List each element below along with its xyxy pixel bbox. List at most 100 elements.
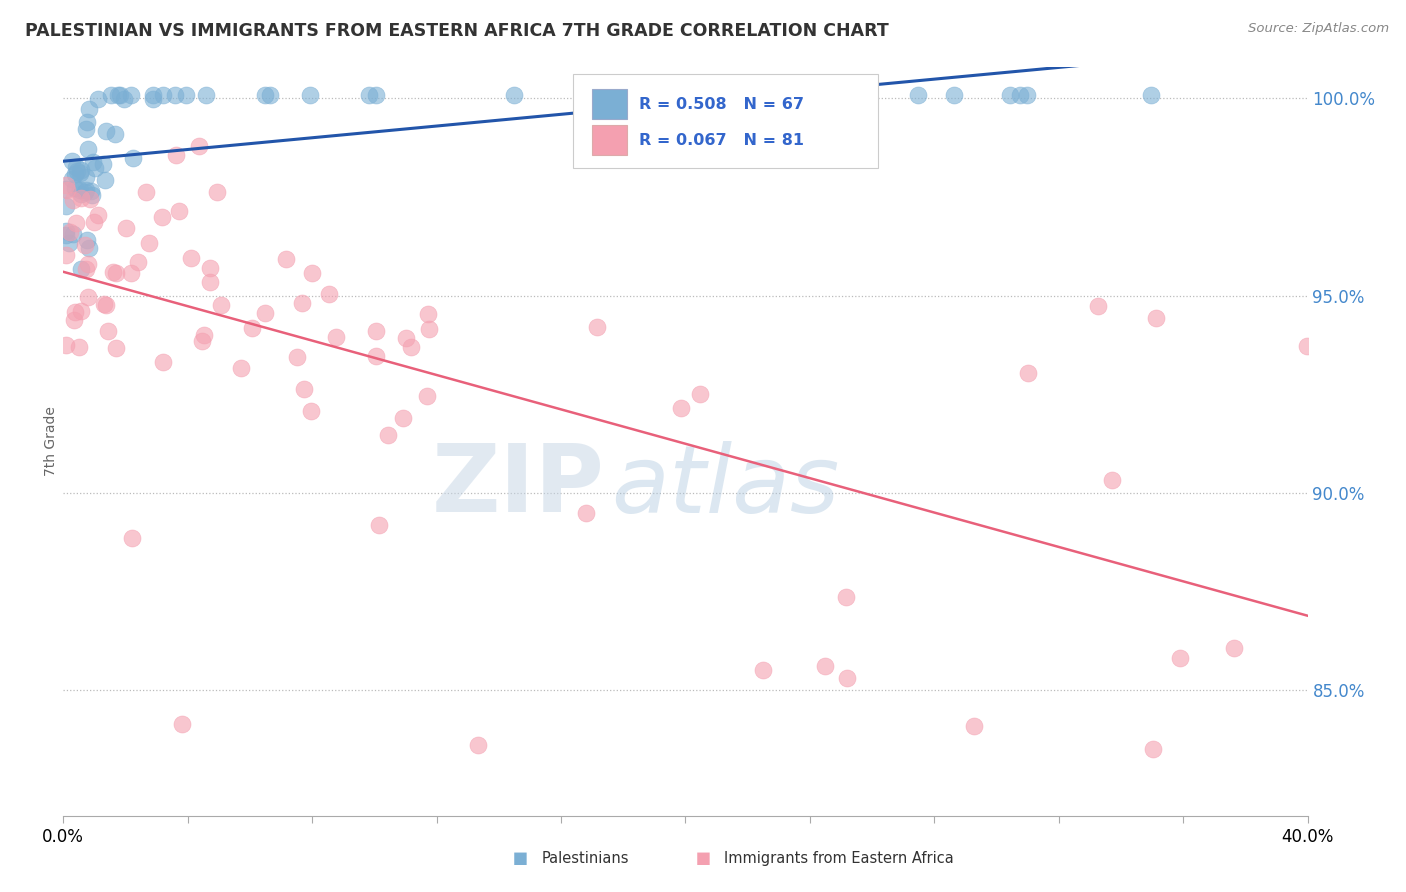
Point xyxy=(240,320,263,334)
Point xyxy=(77,241,100,255)
Point xyxy=(70,186,93,201)
FancyBboxPatch shape xyxy=(592,126,627,155)
Point xyxy=(619,87,641,102)
Point xyxy=(187,139,209,153)
Point xyxy=(285,351,308,365)
Point xyxy=(359,87,381,102)
Point xyxy=(1142,742,1164,756)
Point xyxy=(93,173,115,187)
Point xyxy=(254,305,277,319)
Point xyxy=(142,87,165,102)
Text: Source: ZipAtlas.com: Source: ZipAtlas.com xyxy=(1249,22,1389,36)
Point xyxy=(75,261,97,276)
Point xyxy=(1087,299,1109,313)
Point xyxy=(942,87,965,102)
Point xyxy=(83,215,105,229)
Point xyxy=(60,154,83,169)
Point xyxy=(82,154,104,169)
Point xyxy=(79,192,101,206)
Point xyxy=(467,739,489,753)
Point xyxy=(274,252,297,267)
Point xyxy=(86,92,108,106)
Point xyxy=(69,166,91,180)
Point xyxy=(77,103,100,117)
Text: Palestinians: Palestinians xyxy=(541,851,628,865)
Point xyxy=(65,160,87,174)
Point xyxy=(167,204,190,219)
Point xyxy=(364,349,387,363)
Point xyxy=(93,297,115,311)
Point xyxy=(180,251,202,265)
Point xyxy=(1000,87,1022,102)
Point xyxy=(585,320,607,334)
Point xyxy=(418,307,440,321)
FancyBboxPatch shape xyxy=(574,74,879,168)
Point xyxy=(120,87,142,102)
Point xyxy=(318,287,340,301)
Point xyxy=(704,87,727,102)
Point xyxy=(768,87,790,102)
Point xyxy=(689,386,711,401)
Point xyxy=(56,183,79,197)
Point xyxy=(142,92,165,106)
Point xyxy=(1295,338,1317,352)
Point xyxy=(1223,640,1246,655)
Point xyxy=(377,427,399,442)
Text: Immigrants from Eastern Africa: Immigrants from Eastern Africa xyxy=(724,851,953,865)
Point xyxy=(138,236,160,251)
Point xyxy=(364,325,387,339)
Point xyxy=(94,124,117,138)
Point xyxy=(59,225,82,239)
Point xyxy=(205,185,228,199)
Point xyxy=(121,266,143,280)
Point xyxy=(416,389,439,403)
Point xyxy=(907,87,929,102)
Y-axis label: 7th Grade: 7th Grade xyxy=(44,407,58,476)
Point xyxy=(503,87,526,102)
Point xyxy=(1140,87,1163,102)
Point xyxy=(395,331,418,345)
Point xyxy=(58,236,80,251)
Point xyxy=(366,87,388,102)
Point xyxy=(835,590,858,604)
Point xyxy=(253,87,276,102)
Point xyxy=(191,334,214,348)
Point xyxy=(96,324,118,338)
Point xyxy=(1017,366,1039,380)
Point xyxy=(80,184,103,198)
Point xyxy=(572,87,595,102)
Text: ▪: ▪ xyxy=(695,847,711,870)
Point xyxy=(152,355,174,369)
Point xyxy=(198,260,221,275)
Point xyxy=(82,187,104,202)
Point xyxy=(77,142,100,156)
Point xyxy=(122,151,145,165)
Point xyxy=(62,193,84,207)
Point xyxy=(127,254,149,268)
Point xyxy=(299,87,322,102)
Point xyxy=(368,517,391,532)
Point xyxy=(165,87,187,102)
Point xyxy=(740,87,762,102)
Point xyxy=(1144,311,1167,326)
FancyBboxPatch shape xyxy=(592,89,627,120)
Point xyxy=(1008,87,1031,102)
Point xyxy=(69,182,91,196)
Point xyxy=(55,199,77,213)
Point xyxy=(832,87,855,102)
Point xyxy=(579,87,602,102)
Point xyxy=(55,248,77,262)
Point xyxy=(75,170,97,185)
Point xyxy=(291,295,314,310)
Point xyxy=(104,266,127,280)
Point xyxy=(112,92,135,106)
Point xyxy=(77,290,100,304)
Point xyxy=(75,183,97,197)
Point xyxy=(174,87,197,102)
Point xyxy=(84,161,107,176)
Point xyxy=(135,185,157,199)
Point xyxy=(418,322,440,336)
Text: ZIP: ZIP xyxy=(432,441,605,533)
Point xyxy=(1168,651,1191,665)
Point xyxy=(67,340,90,354)
